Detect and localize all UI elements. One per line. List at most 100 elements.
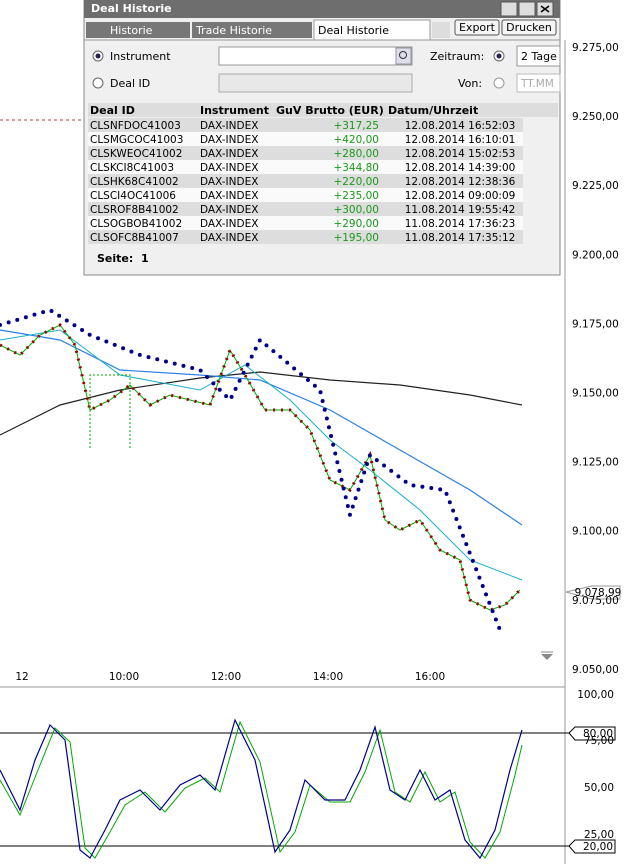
cell: +317,25 [333,120,379,132]
cell: +290,00 [333,218,379,230]
cell: CLSROF8B41002 [90,204,179,216]
radio[interactable] [92,77,104,89]
sar-dots [0,307,502,632]
label: Zeitraum: [430,50,484,63]
placeholder: TT.MM [520,78,554,90]
oscillator-signal [0,720,523,859]
candles [0,323,522,612]
level-tag [568,726,616,741]
x-axis-label: 14:00 [313,671,343,683]
lower-level: 20,00 [583,841,613,853]
button-label: Drucken [506,21,552,34]
cell: 12.08.2014 15:02:53 [405,148,516,160]
cell: DAX-INDEX [200,162,258,174]
cell: CLSMGCOC41003 [90,134,183,146]
cell: CLSOFC8B41007 [90,232,179,244]
y-axis-label: 9.275,00 [572,42,619,54]
cell: DAX-INDEX [200,120,258,132]
instrument-input[interactable] [218,46,413,66]
cell: CLSOGBOB41002 [90,218,182,230]
period-select[interactable] [516,45,561,67]
cell: +300,00 [333,204,379,216]
cell: DAX-INDEX [200,148,258,160]
cell: 11.08.2014 17:35:12 [405,232,516,244]
pager-label: Seite: [97,252,133,265]
deal-id-input[interactable] [218,73,413,93]
tab[interactable] [100,22,190,38]
cell: 12.08.2014 16:52:03 [405,120,516,132]
oscillator-axis-label: 100,00 [577,689,614,701]
maximize-button[interactable] [518,1,536,17]
table-row [88,160,523,174]
cell: DAX-INDEX [200,176,258,188]
scroll-icon[interactable] [541,654,553,660]
cell: CLSNFDOC41003 [90,120,181,132]
oscillator-axis-label: 75,00 [584,735,614,747]
cell: +420,00 [333,134,379,146]
tab-scroll-right[interactable] [432,22,450,38]
label: Deal ID [110,77,150,90]
export-button[interactable] [454,19,500,36]
radio[interactable] [493,77,505,89]
table-row [88,174,523,188]
minimize-button[interactable] [500,1,518,17]
search-button[interactable] [395,47,412,65]
select-value: 2 Tage [521,50,557,63]
cell: DAX-INDEX [200,190,258,202]
pager-page: 1 [141,252,149,265]
table-row [88,216,523,230]
column-header: GuV Brutto (EUR) [276,104,384,117]
level-tag [568,839,616,854]
upper-level: 80,00 [583,728,613,740]
x-axis-label: 12:00 [211,671,241,683]
cell: CLSCI4OC41006 [90,190,176,202]
oscillator-line [0,718,523,860]
cell: DAX-INDEX [200,204,258,216]
oscillator-axis-label: 50,00 [584,782,614,794]
table-row [88,146,523,160]
column-header: Deal ID [90,104,135,117]
cell: DAX-INDEX [200,218,258,230]
tab-scroll-left[interactable] [86,22,100,38]
cell: 11.08.2014 17:36:23 [405,218,516,230]
ma-mid [0,329,523,526]
y-axis-label: 9.075,00 [572,595,619,607]
table-row [88,188,523,202]
cell: DAX-INDEX [200,134,258,146]
print-button[interactable] [501,19,557,36]
cell: +220,00 [333,176,379,188]
radio-dot [95,53,101,59]
header-row [88,103,558,117]
table-row [88,230,523,244]
column-header: Instrument [200,104,269,117]
table-row [88,202,523,216]
from-input[interactable] [516,73,561,93]
cell: +344,80 [333,162,379,174]
price-tag [565,585,621,600]
cell: CLSKCI8C41003 [90,162,174,174]
cell: 12.08.2014 14:39:00 [405,162,516,174]
label: Von: [458,77,482,90]
search-icon [399,51,407,59]
cell: DAX-INDEX [200,232,258,244]
cell: +235,00 [333,190,379,202]
y-axis-label: 9.125,00 [572,457,619,469]
last-price: 9.078,99 [575,587,622,599]
x-axis-label: 12 [15,671,28,683]
y-axis-label: 9.175,00 [572,318,619,330]
tab[interactable] [192,22,312,38]
cell: 12.08.2014 12:38:36 [405,176,516,188]
box [89,374,131,448]
table-row [88,118,523,132]
oscillator-axis-label: 25,00 [584,829,614,841]
tab-label: Trade Historie [195,24,272,37]
cell: 12.08.2014 16:10:01 [405,134,516,146]
y-axis-label: 9.050,00 [572,664,619,676]
radio-dot [496,53,502,59]
y-axis-label: 9.250,00 [572,111,619,123]
title-bar [84,0,560,18]
ma-long [0,371,523,436]
tab-label: Deal Historie [318,24,389,37]
